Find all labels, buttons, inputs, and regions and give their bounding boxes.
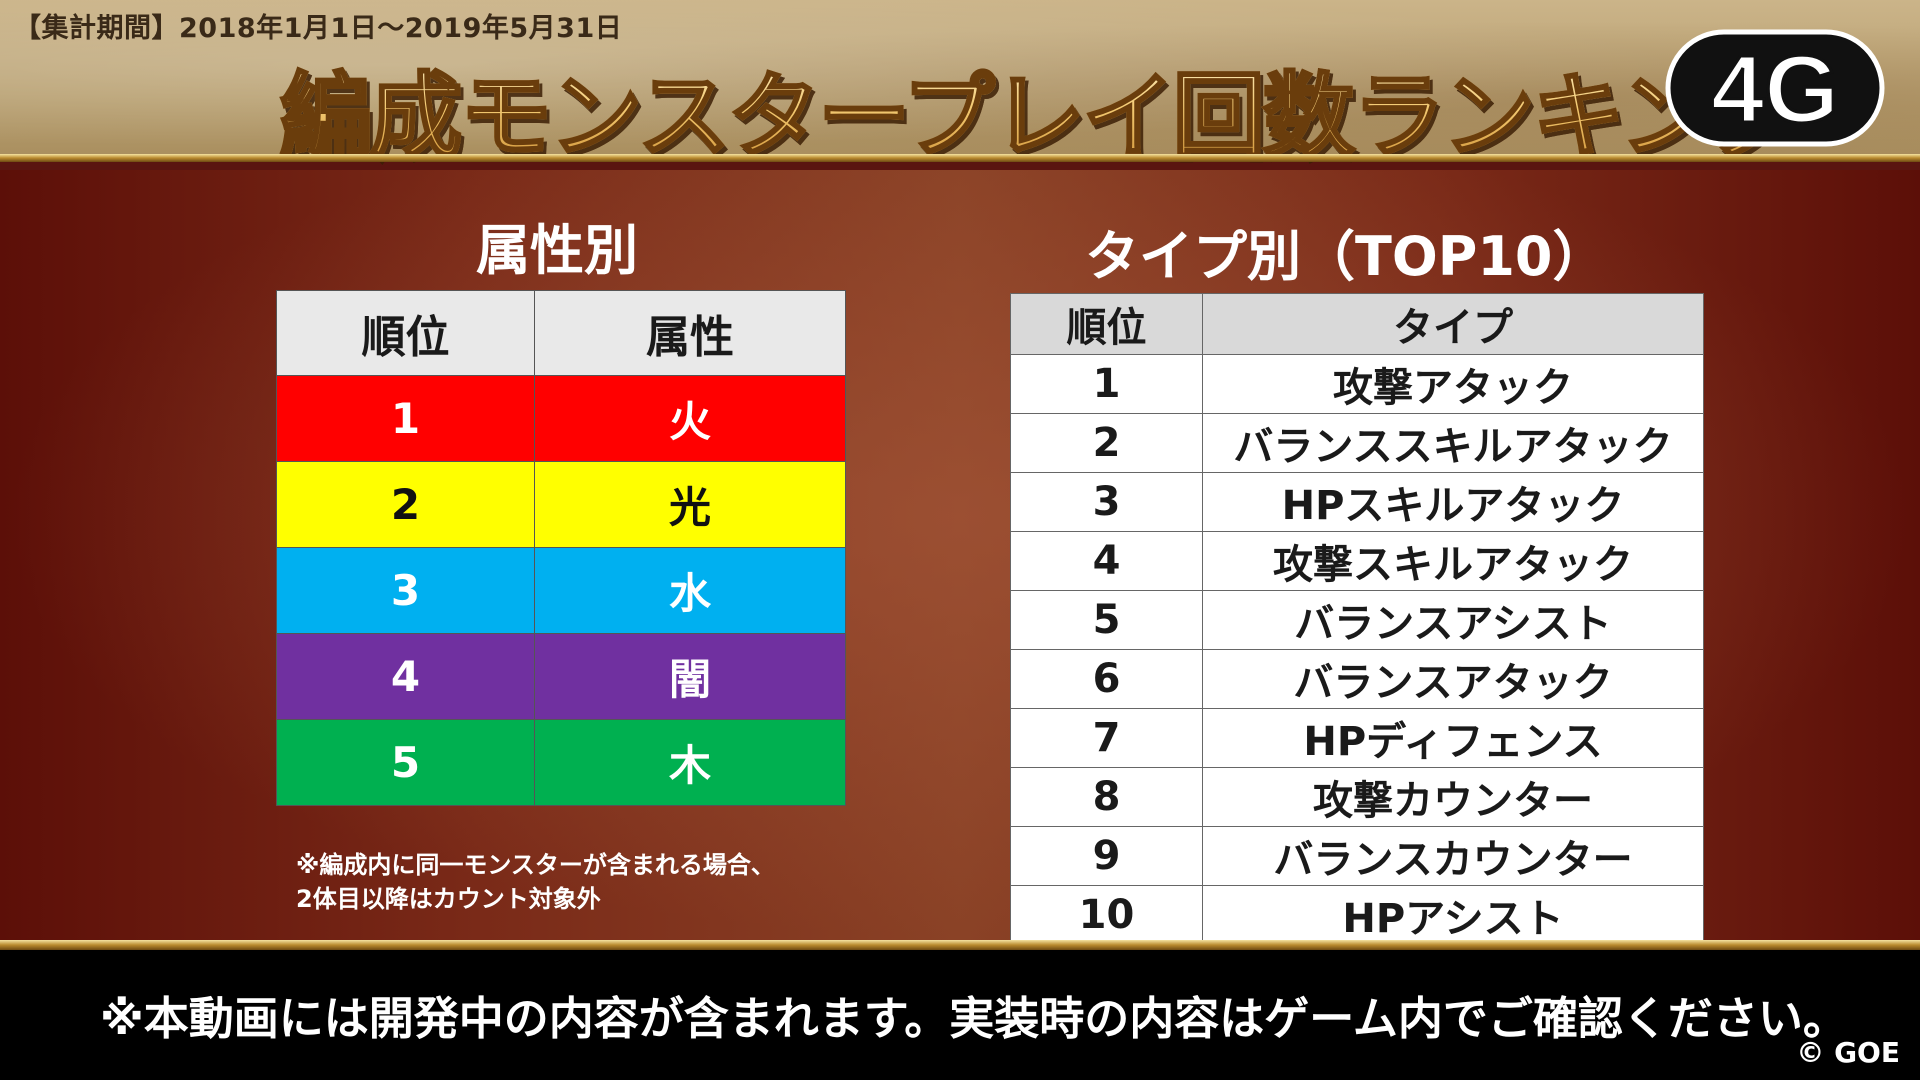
table-row: 2 バランススキルアタック [1010,413,1704,473]
type-cell: バランスカウンター [1202,826,1704,886]
rank-cell: 10 [1010,885,1203,945]
type-cell: 攻撃スキルアタック [1202,531,1704,591]
logo-text: 4G [1711,36,1839,143]
page-title: 編成モンスタープレイ回数ランキング [279,42,1804,175]
column-header-type: タイプ [1202,293,1704,355]
column-header-rank: 順位 [276,290,535,376]
type-cell: バランスアタック [1202,649,1704,709]
type-cell: バランスアシスト [1202,590,1704,650]
rank-cell: 6 [1010,649,1203,709]
table-row: 6 バランスアタック [1010,649,1704,709]
rank-cell: 2 [1010,413,1203,473]
table-header-row: 順位 属性 [276,290,846,376]
type-ranking-table: 順位 タイプ 1 攻撃アタック 2 バランススキルアタック 3 HPスキルアタック 4 攻撃ス… [1010,293,1704,945]
header-banner: 【集計期間】2018年1月1日～2019年5月31日 編成モンスタープレイ回数ラ… [0,0,1920,172]
rank-cell: 4 [1010,531,1203,591]
rank-cell: 7 [1010,708,1203,768]
type-cell: 攻撃カウンター [1202,767,1704,827]
attribute-cell: 木 [534,719,846,806]
attribute-note: ※編成内に同一モンスターが含まれる場合、 2体目以降はカウント対象外 [296,848,775,916]
rank-cell: 9 [1010,826,1203,886]
rank-cell: 5 [276,719,535,806]
type-cell: HPディフェンス [1202,708,1704,768]
table-row: 1 攻撃アタック [1010,354,1704,414]
column-header-rank: 順位 [1010,293,1203,355]
type-cell: 攻撃アタック [1202,354,1704,414]
attribute-section-title: 属性別 [476,219,638,282]
note-line: 2体目以降はカウント対象外 [296,885,601,913]
copyright: © GOE [1796,1036,1900,1069]
panel-border [0,940,1920,950]
type-section-title: タイプ別（TOP10） [1085,225,1607,288]
note-line: ※編成内に同一モンスターが含まれる場合、 [296,851,775,879]
attribute-cell: 水 [534,547,846,634]
aggregation-period: 【集計期間】2018年1月1日～2019年5月31日 [14,13,623,44]
table-row: 9 バランスカウンター [1010,826,1704,886]
attribute-cell: 光 [534,461,846,548]
attribute-cell: 闇 [534,633,846,720]
type-cell: HPスキルアタック [1202,472,1704,532]
rank-cell: 5 [1010,590,1203,650]
table-row: 8 攻撃カウンター [1010,767,1704,827]
rank-cell: 1 [1010,354,1203,414]
table-row: 4 攻撃スキルアタック [1010,531,1704,591]
table-row: 3 HPスキルアタック [1010,472,1704,532]
table-row: 7 HPディフェンス [1010,708,1704,768]
attribute-cell: 火 [534,375,846,462]
table-row: 10 HPアシスト [1010,885,1704,945]
type-cell: HPアシスト [1202,885,1704,945]
rank-cell: 3 [276,547,535,634]
4g-logo: 4G [1665,29,1885,147]
rank-cell: 3 [1010,472,1203,532]
rank-cell: 8 [1010,767,1203,827]
type-cell: バランススキルアタック [1202,413,1704,473]
column-header-attribute: 属性 [534,290,846,376]
development-notice: ※本動画には開発中の内容が含まれます。実装時の内容はゲーム内でご確認ください。 [100,992,1848,1045]
rank-cell: 4 [276,633,535,720]
footer-bar [0,950,1920,1080]
rank-cell: 2 [276,461,535,548]
table-header-row: 順位 タイプ [1010,293,1704,355]
table-row: 5 バランスアシスト [1010,590,1704,650]
rank-cell: 1 [276,375,535,462]
